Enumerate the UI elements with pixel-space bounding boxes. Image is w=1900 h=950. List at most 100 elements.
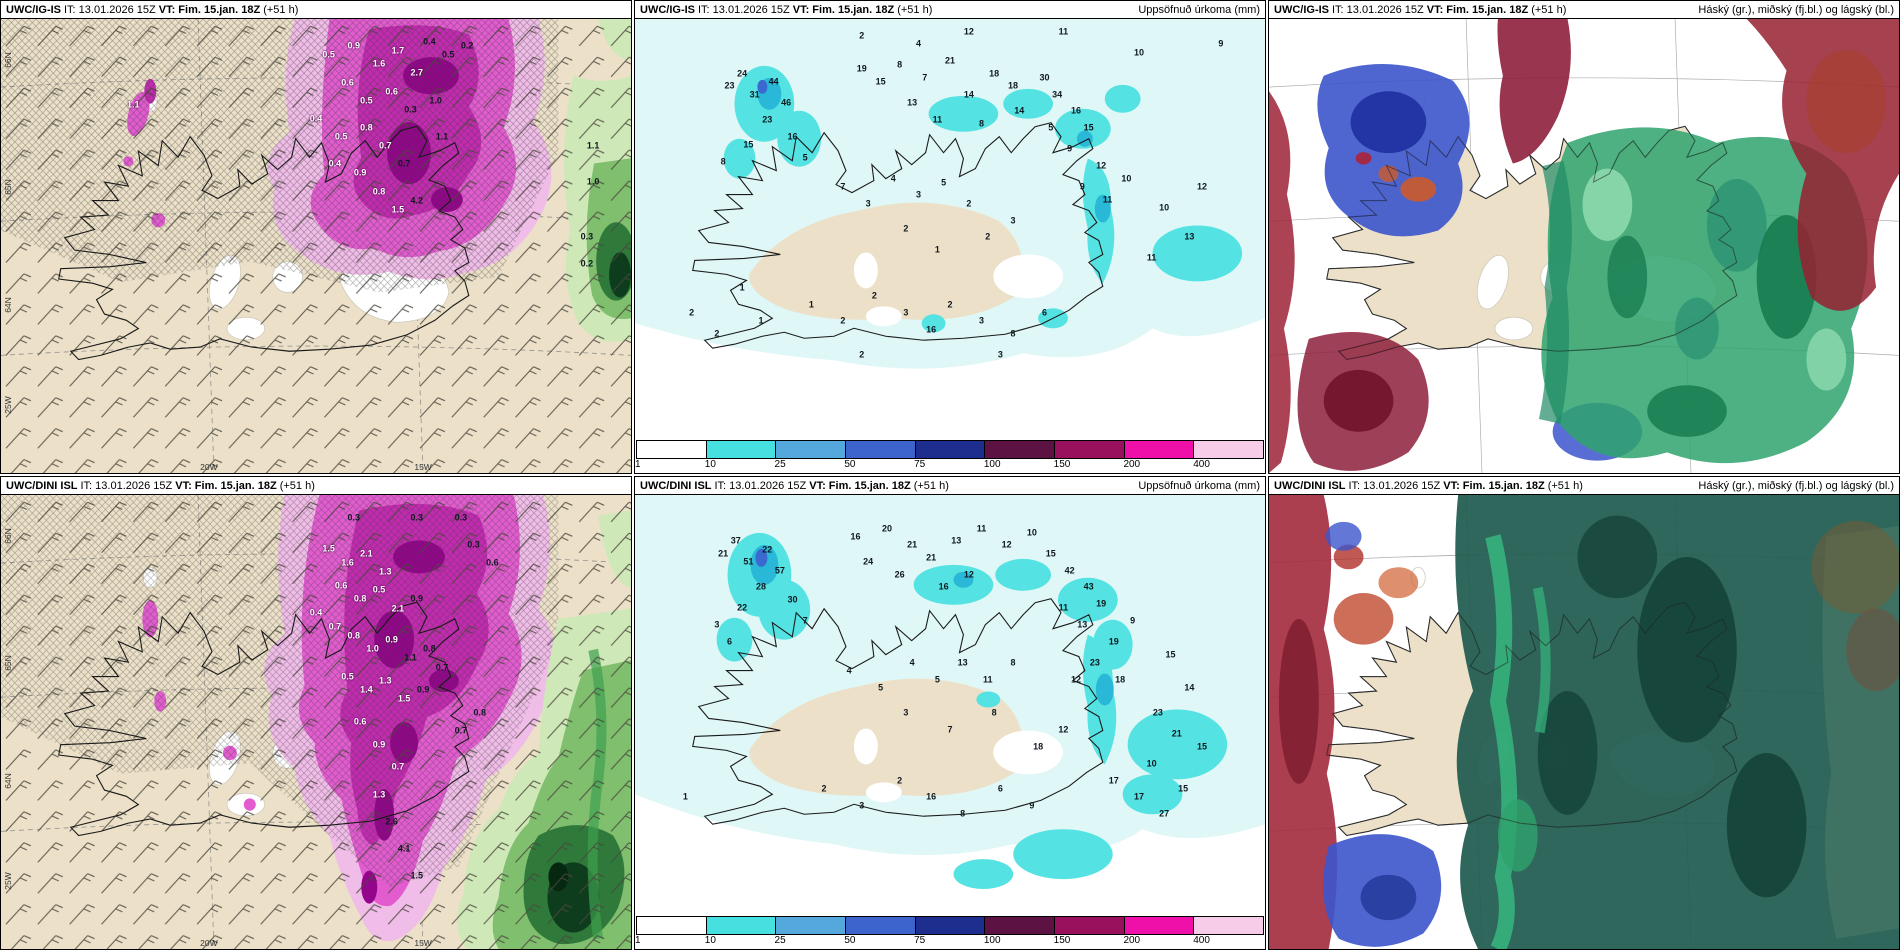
cloud-map-svg [1269, 19, 1899, 473]
colorbar-cell [776, 917, 847, 934]
panel-header: UWC/IG-IS IT: 13.01.2026 15Z VT: Fim. 15.j… [1, 1, 631, 19]
lead-time: (+51 h) [1547, 479, 1583, 492]
colorbar-cell [1194, 917, 1264, 934]
model-name: UWC/IG-IS [6, 3, 61, 16]
colorbar-cell [915, 441, 986, 458]
init-time: IT: 13.01.2026 15Z [698, 3, 790, 16]
panel-precip-igis: UWC/IG-IS IT: 13.01.2026 15Z VT: Fim. 15.j… [634, 0, 1266, 474]
panel-precip-dini: UWC/DINI ISL IT: 13.01.2026 15Z VT: Fim. 1… [634, 476, 1266, 950]
precip-25-50-areas [757, 77, 1111, 223]
colorbar-labels: 1 10 25 50 75 100 150 200 400 [635, 459, 1264, 472]
colorbar-cell [846, 441, 916, 458]
colorbar-tick-label: 75 [914, 459, 926, 470]
colorbar-cell [1124, 917, 1195, 934]
model-name: UWC/DINI ISL [640, 479, 712, 492]
panel-clouds-igis: UWC/IG-IS IT: 13.01.2026 15Z VT: Fim. 15.j… [1268, 0, 1900, 474]
precip-25-50-areas [750, 544, 1114, 706]
colorbar-cell [846, 917, 916, 934]
wind-precip-map: 0.3 0.3 0.3 0.3 0.6 1.5 1.6 2.1 1.3 0.6 0.8 0.5 2.1 0… [1, 495, 631, 949]
colorbar-cells [636, 916, 1264, 935]
panel-title: Uppsöfnuð úrkoma (mm) [1138, 479, 1260, 492]
mid-cloud-areas [1538, 127, 1868, 464]
init-time: IT: 13.01.2026 15Z [714, 479, 807, 492]
lat-label: 65N [3, 655, 13, 672]
panel-header: UWC/IG-IS IT: 13.01.2026 15Z VT: Fim. 15.j… [1269, 1, 1899, 19]
wind-precip-map: 0.5 0.9 1.6 1.7 2.7 0.6 0.5 0.6 0.3 1.0 0.4 0.5 0.8 0… [1, 19, 631, 473]
run-info: UWC/IG-IS IT: 13.01.2026 15Z VT: Fim. 15.j… [6, 1, 301, 19]
high-cloud-areas [1269, 19, 1899, 473]
panel-header: UWC/DINI ISL IT: 13.01.2026 15Z VT: Fim. 1… [1269, 477, 1899, 495]
colorbar-tick-label: 10 [704, 935, 716, 946]
wind-precip-map-svg [1, 495, 631, 949]
low-cloud-areas [1323, 521, 1442, 947]
model-name: UWC/DINI ISL [6, 479, 78, 492]
colorbar-tick-label: 1 [635, 935, 641, 946]
colorbar-cell [1055, 441, 1125, 458]
lat-label: 64N [3, 297, 13, 314]
colorbar-cell [706, 441, 777, 458]
colorbar-tick-label: 150 [1053, 935, 1071, 946]
colorbar-cell [706, 917, 777, 934]
cloud-map-svg [1269, 495, 1899, 949]
wind-precip-map-svg [1, 19, 631, 473]
colorbar-cell [637, 917, 707, 934]
model-name: UWC/IG-IS [640, 3, 695, 16]
lon-label: 20W [200, 462, 218, 472]
mid-cloud-areas [1455, 495, 1899, 949]
precip-map: 21 37 51 22 57 28 30 22 7 3 6 16 20 21 24 26 21 13 11 12 10 1… [635, 495, 1265, 915]
colorbar-tick-label: 100 [983, 935, 1001, 946]
precip-map-svg [635, 495, 1265, 915]
valid-time: VT: Fim. 15.jan. 18Z [158, 3, 261, 16]
model-name: UWC/IG-IS [1274, 3, 1329, 16]
colorbar-tick-label: 200 [1123, 935, 1141, 946]
valid-time: VT: Fim. 15.jan. 18Z [1443, 479, 1545, 492]
colorbar-cell [985, 441, 1056, 458]
colorbar-cell [1194, 441, 1264, 458]
run-info: UWC/DINI ISL IT: 13.01.2026 15Z VT: Fim. 1… [640, 477, 952, 495]
init-time: IT: 13.01.2026 15Z [64, 3, 156, 16]
init-time: IT: 13.01.2026 15Z [80, 479, 173, 492]
lead-time: (+51 h) [913, 479, 949, 492]
valid-time: VT: Fim. 15.jan. 18Z [809, 479, 911, 492]
colorbar-tick-label: 50 [844, 459, 856, 470]
lat-label: 64N [3, 773, 13, 790]
lon-label-left: 25W [3, 396, 13, 415]
colorbar-tick-label: 25 [774, 935, 786, 946]
panel-title: Háský (gr.), miðský (fj.bl.) og lágský (… [1698, 3, 1894, 16]
panel-header: UWC/DINI ISL IT: 13.01.2026 15Z VT: Fim. 1… [635, 477, 1265, 495]
model-name: UWC/DINI ISL [1274, 479, 1346, 492]
lon-label-left: 25W [3, 872, 13, 891]
colorbar-cell [1055, 917, 1125, 934]
lead-time: (+51 h) [897, 3, 933, 16]
precip-map: 2 4 12 11 10 9 23 24 31 44 46 23 16 15 8 5 19 15 8 7 21 13 11 1… [635, 19, 1265, 439]
colorbar-tick-label: 50 [844, 935, 856, 946]
valid-time: VT: Fim. 15.jan. 18Z [1426, 3, 1529, 16]
precip-colorbar: 1 10 25 50 75 100 150 200 400 [635, 915, 1265, 949]
colorbar-tick-label: 150 [1053, 459, 1071, 470]
colorbar-tick-label: 400 [1193, 459, 1210, 470]
panel-header: UWC/DINI ISL IT: 13.01.2026 15Z VT: Fim. 1… [1, 477, 631, 495]
cloud-map [1269, 19, 1899, 473]
lat-label: 66N [3, 52, 13, 69]
colorbar-tick-label: 75 [914, 935, 926, 946]
panel-windprecip-dini: UWC/DINI ISL IT: 13.01.2026 15Z VT: Fim. 1… [0, 476, 632, 950]
lat-label: 65N [3, 179, 13, 196]
valid-time: VT: Fim. 15.jan. 18Z [792, 3, 895, 16]
run-info: UWC/DINI ISL IT: 13.01.2026 15Z VT: Fim. 1… [6, 477, 318, 495]
colorbar-labels: 1 10 25 50 75 100 150 200 400 [635, 935, 1264, 948]
precip-colorbar: 1 10 25 50 75 100 150 200 400 [635, 439, 1265, 473]
colorbar-cell [915, 917, 986, 934]
panel-clouds-dini: UWC/DINI ISL IT: 13.01.2026 15Z VT: Fim. 1… [1268, 476, 1900, 950]
panel-header: UWC/IG-IS IT: 13.01.2026 15Z VT: Fim. 15.j… [635, 1, 1265, 19]
lat-label: 66N [3, 528, 13, 545]
colorbar-tick-label: 100 [983, 459, 1001, 470]
run-info: UWC/IG-IS IT: 13.01.2026 15Z VT: Fim. 15.j… [640, 1, 935, 19]
precip-map-svg [635, 19, 1265, 439]
glacier-white-areas [853, 252, 1063, 327]
colorbar-tick-label: 1 [635, 459, 641, 470]
lon-label: 15W [414, 938, 432, 948]
precip-10-25-areas [716, 532, 1228, 890]
glacier-white-areas [853, 728, 1063, 803]
lead-time: (+51 h) [263, 3, 299, 16]
